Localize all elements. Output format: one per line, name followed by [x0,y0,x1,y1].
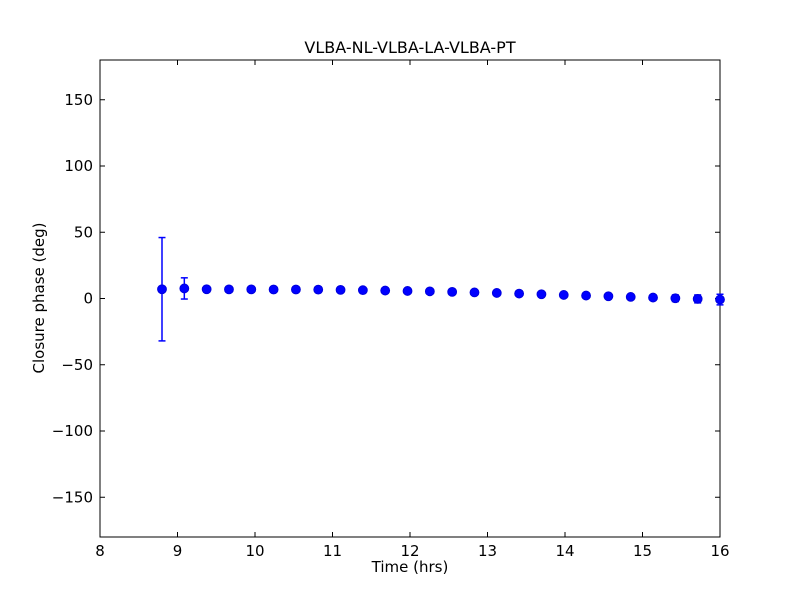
y-tick-label: 50 [74,223,93,241]
data-point-marker [179,283,190,294]
data-point-marker [224,284,234,295]
y-axis-label: Closure phase (deg) [30,222,48,374]
data-point-marker [335,284,346,295]
data-point-marker [469,287,480,298]
y-tick-label: 100 [64,157,93,175]
data-point-marker [648,292,658,303]
plot-frame [99,59,721,538]
data-point-marker [201,284,212,295]
data-point-marker [692,293,703,304]
data-point-marker [268,284,279,295]
data-point-marker [291,284,301,295]
data-point-marker [246,284,257,295]
data-point-marker [491,288,502,298]
data-point-marker [603,291,614,302]
x-tick-label: 16 [710,542,729,560]
x-tick-label: 12 [400,542,419,560]
data-point-marker [380,285,391,296]
data-point-marker [581,290,591,301]
y-tick-label: 0 [83,290,93,308]
x-axis-label: Time (hrs) [371,558,449,576]
plot-title: VLBA-NL-VLBA-LA-VLBA-PT [304,38,516,57]
x-tick-label: 15 [633,542,652,560]
data-point-marker [514,288,525,299]
data-point-marker [625,292,636,302]
x-tick-label: 11 [323,542,342,560]
x-tick-label: 10 [245,542,264,560]
x-tick-label: 9 [173,542,183,560]
data-point-marker [357,285,368,296]
x-tick-label: 13 [478,542,497,560]
data-point-marker [402,286,413,296]
data-point-marker [157,284,167,295]
data-point-marker [447,286,458,297]
data-point-marker [536,289,547,300]
y-tick-label: −100 [52,422,93,440]
data-point-marker [558,290,569,300]
y-tick-label: 150 [64,91,93,109]
data-point-marker [715,294,725,305]
data-point-marker [313,284,324,295]
y-tick-label: −50 [61,356,93,374]
data-point-marker [424,286,435,297]
x-tick-label: 8 [95,542,105,560]
x-tick-label: 14 [555,542,574,560]
data-point-marker [670,293,681,304]
y-tick-label: −150 [52,488,93,506]
